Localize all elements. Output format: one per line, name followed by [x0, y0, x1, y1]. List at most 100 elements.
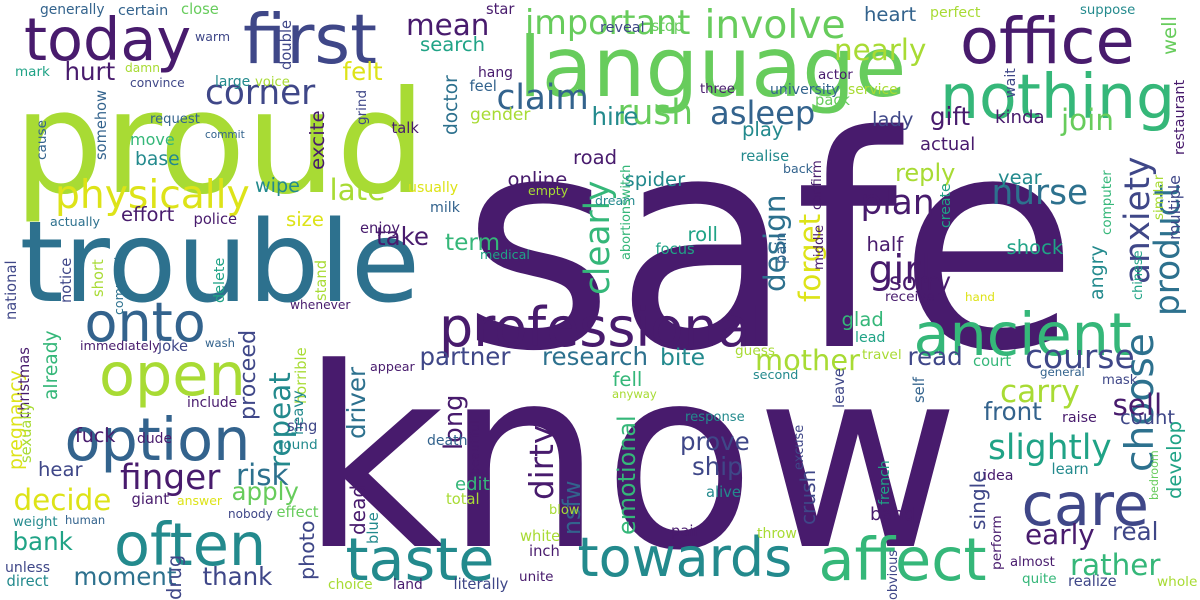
word-beautiful: beautiful	[466, 419, 482, 475]
word-size: size	[286, 208, 324, 231]
word-white: white	[520, 528, 561, 545]
word-taste: taste	[345, 524, 495, 594]
word-response: response	[685, 410, 745, 425]
word-hear: hear	[38, 458, 83, 481]
word-slightly: slightly	[988, 427, 1112, 468]
word-mask: mask	[1102, 373, 1138, 388]
word-search: search	[420, 33, 486, 56]
word-stand: stand	[313, 259, 330, 301]
word-shock: shock	[1006, 236, 1064, 259]
word-bite: bite	[660, 343, 705, 371]
word-create: create	[937, 183, 954, 228]
word-decide: decide	[13, 482, 112, 517]
word-safe: safe	[461, 74, 1079, 416]
word-effort: effort	[121, 203, 175, 226]
word-milk: milk	[430, 199, 460, 216]
word-wait: wait	[1002, 68, 1019, 98]
word-immediately: immediately	[80, 339, 160, 354]
word-damn: damn	[125, 60, 160, 75]
word-three: three	[700, 82, 735, 97]
word-professional: professional	[439, 295, 766, 359]
word-effect: effect	[276, 504, 319, 521]
word-national: national	[3, 260, 20, 320]
word-nurse: nurse	[991, 172, 1089, 213]
word-year: year	[998, 166, 1042, 189]
word-service: service	[848, 81, 898, 98]
word-guess: guess	[735, 342, 775, 359]
word-risk: risk	[236, 457, 289, 492]
word-online: online	[507, 168, 568, 191]
word-dream: dream	[595, 193, 636, 208]
word-convince: convince	[130, 75, 185, 90]
word-option: option	[64, 404, 251, 474]
word-ship: ship	[692, 452, 743, 481]
word-police: police	[193, 211, 238, 228]
word-chinese: chinese	[1131, 250, 1146, 300]
word-raise: raise	[1062, 409, 1097, 426]
word-crush: crush	[795, 469, 820, 525]
word-voice: voice	[255, 75, 290, 90]
word-drug: drug	[163, 554, 186, 600]
word-driver: driver	[342, 366, 371, 439]
word-involve: involve	[704, 2, 846, 48]
word-dirty: dirty	[523, 424, 561, 500]
word-land: land	[393, 576, 423, 593]
word-move: move	[130, 130, 175, 149]
word-confirm: confirm	[810, 160, 825, 210]
word-leave: leave	[831, 368, 848, 408]
word-mother: mother	[755, 342, 860, 377]
word-whenever: whenever	[290, 297, 351, 312]
word-certain: certain	[118, 2, 169, 19]
word-choice: choice	[328, 576, 373, 593]
word-proud: proud	[13, 59, 427, 226]
word-road: road	[573, 146, 618, 169]
word-office: office	[960, 4, 1135, 79]
word-learn: learn	[1051, 461, 1089, 478]
word-real: real	[1112, 517, 1159, 546]
word-obvious: obvious	[886, 550, 901, 600]
word-rather: rather	[1070, 547, 1161, 582]
word-moment: moment	[73, 562, 177, 591]
word-research: research	[542, 342, 648, 371]
word-computer: computer	[1100, 170, 1115, 235]
word-sell: sell	[1112, 387, 1163, 422]
word-almost: almost	[1010, 555, 1055, 570]
word-fuck: fuck	[75, 423, 116, 447]
word-cause: cause	[33, 119, 50, 160]
word-suppose: suppose	[1080, 3, 1136, 18]
word-fell: fell	[612, 368, 643, 391]
word-commit: commit	[205, 129, 245, 141]
word-join: join	[1061, 102, 1114, 137]
word-sorry: sorry	[889, 267, 951, 296]
word-pack: pack	[815, 92, 850, 109]
word-enjoy: enjoy	[360, 220, 401, 237]
word-realise: realise	[740, 148, 790, 165]
word-literally: literally	[453, 576, 509, 593]
word-warm: warm	[195, 29, 231, 44]
word-large: large	[215, 73, 251, 90]
word-heart: heart	[864, 3, 917, 26]
word-important: important	[525, 3, 691, 42]
word-wash: wash	[205, 335, 235, 350]
word-affect: affect	[818, 524, 987, 594]
word-excite: excite	[305, 110, 329, 170]
word-first: first	[243, 0, 378, 80]
word-early: early	[1025, 518, 1095, 551]
word-general: general	[1040, 364, 1085, 379]
word-nobody: nobody	[228, 506, 273, 521]
word-half: half	[866, 233, 904, 256]
word-felt: felt	[342, 57, 383, 86]
word-nearly: nearly	[834, 32, 927, 67]
word-hand: hand	[965, 289, 995, 304]
word-trouble: trouble	[19, 196, 421, 328]
word-round: round	[278, 436, 318, 453]
word-comment: comment	[111, 255, 126, 315]
word-blow: blow	[549, 503, 580, 518]
word-appear: appear	[370, 359, 415, 374]
word-ancient: ancient	[913, 299, 1132, 369]
word-onto: onto	[84, 290, 206, 354]
word-blue: blue	[365, 511, 382, 544]
word-second: second	[753, 367, 799, 382]
word-sing: sing	[287, 418, 318, 435]
